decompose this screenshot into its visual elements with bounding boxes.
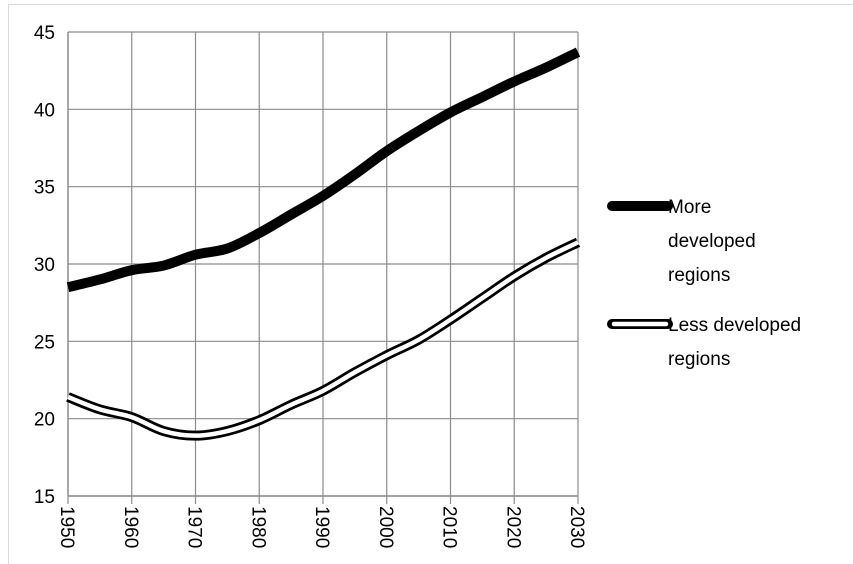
y-tick-label: 25	[34, 332, 55, 353]
legend-label: regions	[668, 349, 730, 370]
series-line-inner	[67, 240, 579, 438]
axes	[67, 32, 578, 497]
x-tick-label: 1950	[56, 506, 77, 548]
legend: More developed regions Less developed region…	[607, 197, 801, 370]
series-line-more-developed	[66, 47, 581, 293]
x-tick-label: 1980	[247, 506, 268, 548]
y-tick-label: 20	[34, 410, 55, 431]
y-axis-tick-labels: 15 20 25 30 35 40 45	[34, 23, 55, 508]
series-lines	[66, 47, 581, 441]
x-tick-label: 1960	[120, 506, 141, 548]
x-tick-label: 2020	[502, 506, 523, 548]
x-tick-label: 2000	[375, 506, 396, 548]
x-axis-tick-labels: 1950 1960 1970 1980 1990 2000 2010 2020 2030	[56, 506, 587, 548]
y-tick-label: 40	[34, 100, 55, 121]
x-tick-label: 2030	[566, 506, 587, 548]
x-tick-label: 1990	[311, 506, 332, 548]
y-tick-label: 45	[34, 23, 55, 44]
x-tick-label: 2010	[439, 506, 460, 548]
legend-label: Less developed	[668, 315, 801, 336]
legend-label: More	[668, 197, 711, 218]
y-tick-label: 30	[34, 255, 55, 276]
y-tick-label: 35	[34, 178, 55, 199]
y-tick-label: 15	[34, 487, 55, 508]
legend-label: developed	[668, 231, 756, 252]
x-tick-label: 1970	[184, 506, 205, 548]
legend-label: regions	[668, 265, 730, 286]
